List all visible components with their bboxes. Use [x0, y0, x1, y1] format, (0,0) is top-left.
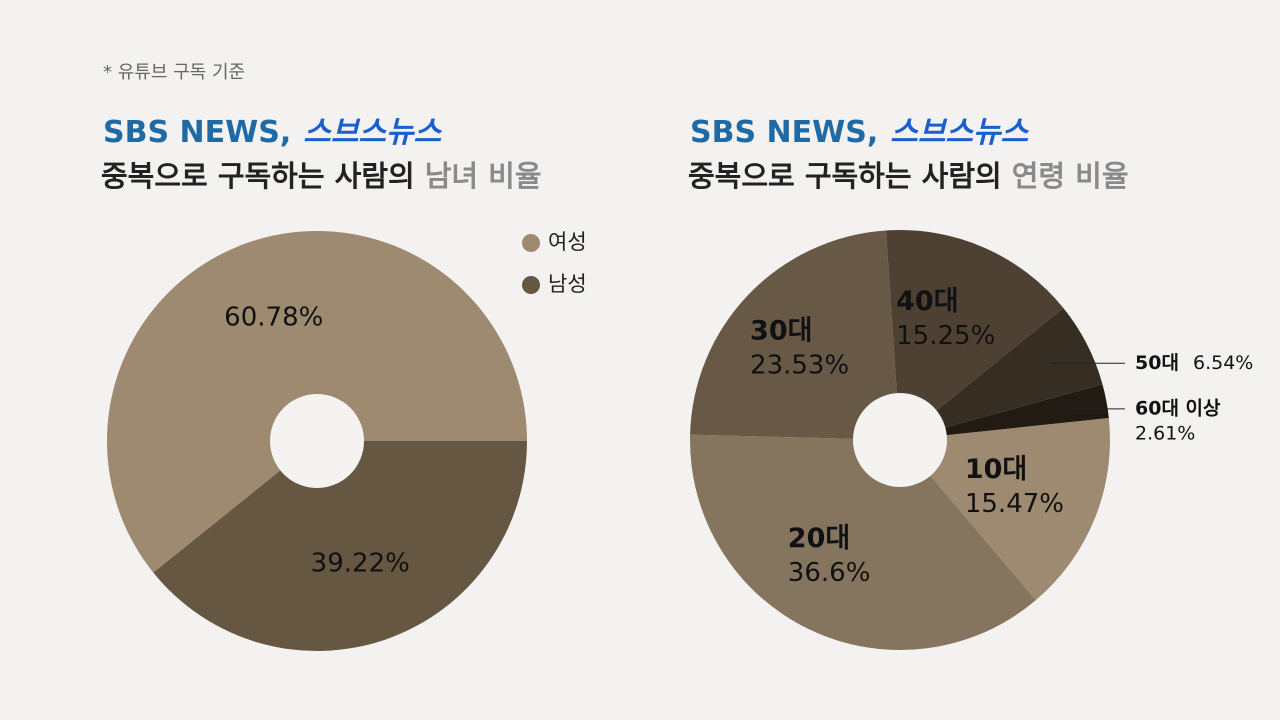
note: * 유튜브 구독 기준: [103, 62, 245, 83]
title: 중복으로 구독하는 사람의: [101, 159, 415, 193]
slice-category: 30대: [750, 315, 812, 346]
legend-swatch: [522, 276, 540, 294]
brand-logo: 스브스뉴스: [890, 115, 1029, 150]
pie-slice: [900, 384, 1109, 440]
slice-category: 50대: [1135, 352, 1179, 374]
pie-slice: [900, 418, 1110, 601]
pie-slice: [885, 230, 1064, 440]
slice-category: 60대 이상: [1135, 397, 1221, 419]
slice-label: 23.53%: [750, 350, 849, 380]
slice-label: 6.54%: [1193, 352, 1253, 374]
brand-line: SBS NEWS, 스브스뉴스: [103, 115, 443, 150]
chart-title: 중복으로 구독하는 사람의 남녀 비율: [101, 159, 542, 193]
slice-label: 60.78%: [224, 303, 323, 333]
title-highlight: 연령 비율: [1012, 159, 1129, 193]
title: 중복으로 구독하는 사람의: [688, 159, 1002, 193]
pie-hole: [270, 394, 364, 488]
pie-slice: [690, 434, 1036, 651]
slice-category: 40대: [896, 286, 958, 317]
brand: SBS NEWS,: [690, 115, 878, 150]
slice-label: 36.6%: [788, 558, 871, 588]
pie-slice: [690, 230, 900, 440]
legend-swatch: [522, 234, 540, 252]
slice-label: 15.25%: [896, 321, 995, 351]
title-highlight: 남녀 비율: [425, 159, 542, 193]
slice-category: 10대: [965, 454, 1027, 485]
brand-line: SBS NEWS, 스브스뉴스: [690, 115, 1030, 150]
slice-label: 2.61%: [1135, 422, 1195, 444]
legend-label: 여성: [548, 230, 587, 254]
pie-slice: [900, 308, 1103, 440]
pie-slice: [153, 441, 527, 652]
pie-hole: [853, 393, 947, 487]
slice-label: 39.22%: [311, 548, 410, 578]
chart-title: 중복으로 구독하는 사람의 연령 비율: [688, 159, 1129, 193]
brand: SBS NEWS,: [103, 115, 291, 150]
slice-label: 15.47%: [965, 489, 1064, 519]
legend-label: 남성: [548, 272, 587, 296]
slice-category: 20대: [788, 523, 850, 554]
brand-logo: 스브스뉴스: [303, 115, 442, 150]
